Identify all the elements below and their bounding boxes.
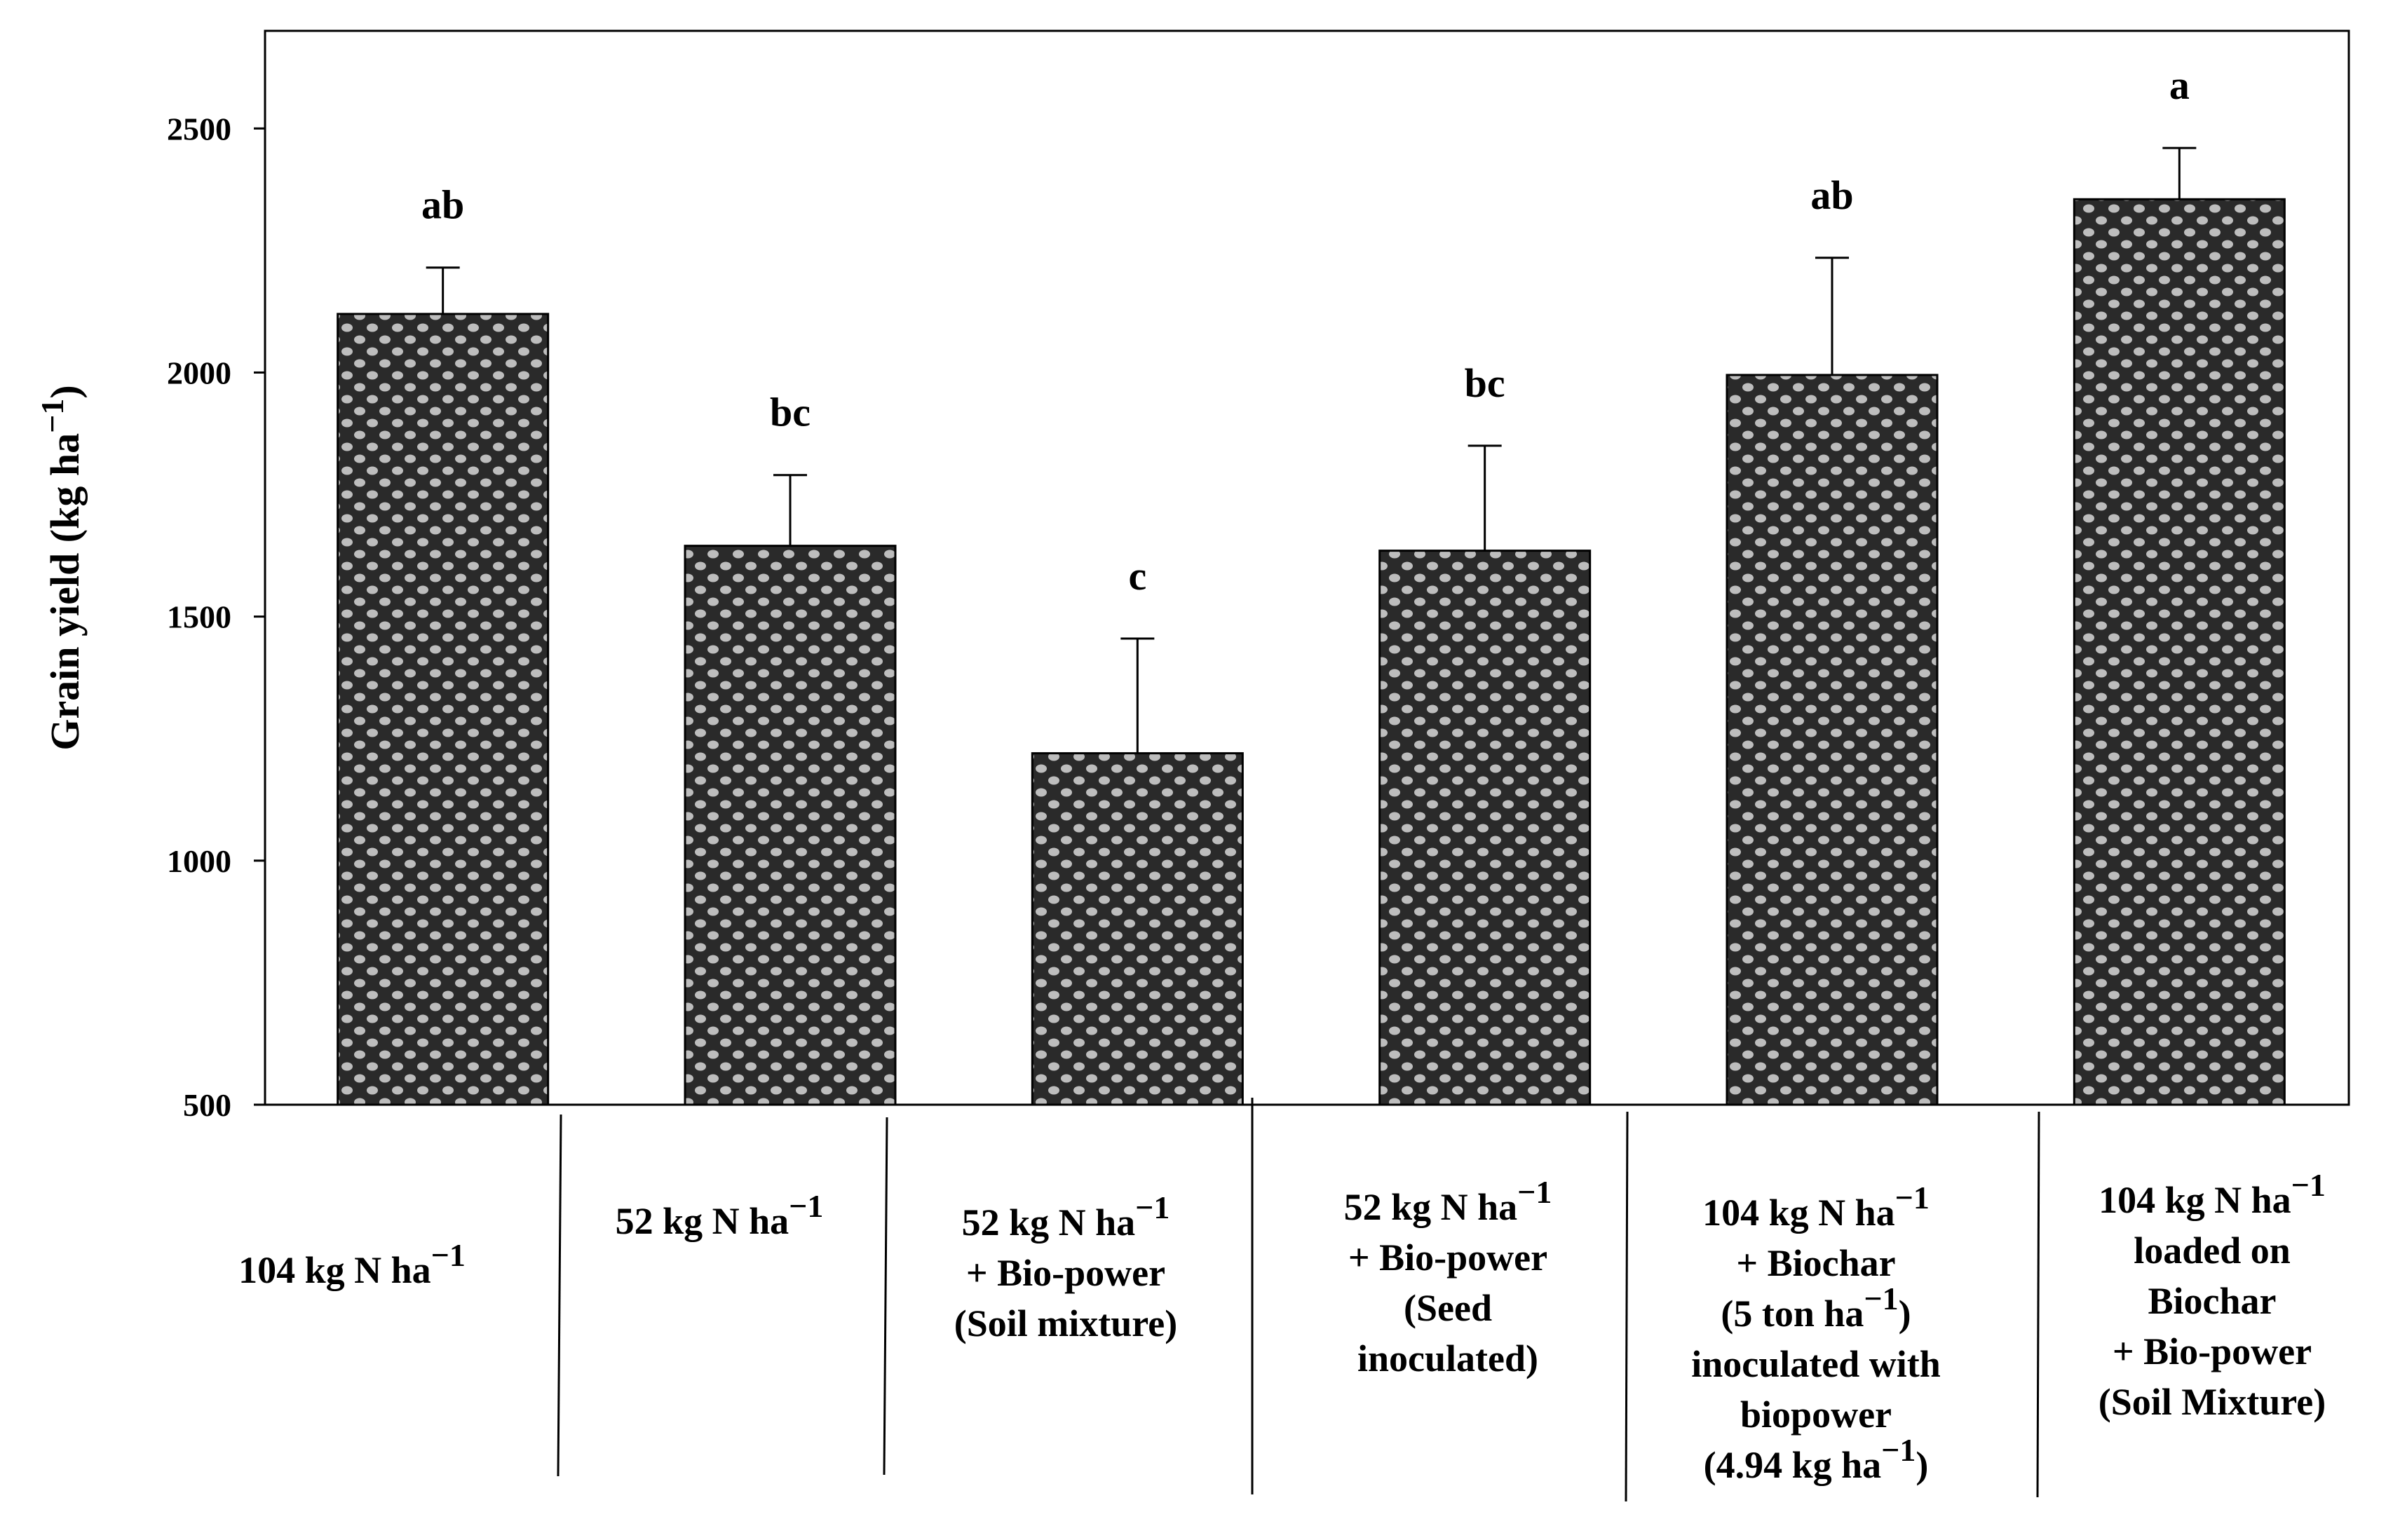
category-label-line: 104 kg N ha−1 [2099, 1167, 2326, 1221]
category-label-line: 52 kg N ha−1 [616, 1188, 824, 1242]
category-label-superscript: −1 [789, 1188, 823, 1224]
category-label-superscript: −1 [1517, 1174, 1552, 1210]
y-axis-title-superscript: −1 [34, 399, 70, 433]
category-separator [2036, 1111, 2040, 1498]
category-label-line: 52 kg N ha−1 [962, 1190, 1170, 1243]
category-label-superscript: −1 [431, 1237, 466, 1273]
significance-letter: ab [421, 182, 464, 228]
category-label-text: Biochar [2148, 1280, 2277, 1322]
category-separator [1625, 1111, 1629, 1502]
category-label-line: + Bio-power [1348, 1236, 1547, 1279]
category-labels: 104 kg N ha−152 kg N ha−1 52 kg N ha−1+ B… [238, 1167, 2326, 1486]
bar [1031, 752, 1244, 1106]
significance-letter: bc [1465, 360, 1505, 406]
y-axis-title-close: ) [42, 385, 88, 398]
category-label-text: inoculated with [1691, 1343, 1941, 1385]
category-label-superscript: −1 [1881, 1432, 1916, 1468]
category-label-text: (5 ton ha [1721, 1293, 1864, 1335]
category-label-text: + Bio-power [1348, 1236, 1547, 1279]
significance-letter: c [1128, 553, 1146, 599]
category-label-text: inoculated) [1357, 1337, 1538, 1379]
category-label-superscript: −1 [1135, 1190, 1170, 1225]
y-tick-label: 2000 [167, 355, 231, 390]
category-label-text: (Seed [1404, 1287, 1492, 1329]
category-label-line: (5 ton ha−1) [1721, 1281, 1911, 1335]
category-label-line: + Bio-power [2113, 1330, 2312, 1372]
category-label-line: (Soil mixture) [954, 1302, 1177, 1344]
category-label-text: 104 kg N ha [1702, 1192, 1895, 1234]
plot-frame [264, 29, 2350, 1106]
category-label-line: inoculated with [1691, 1343, 1941, 1385]
category-label-text: 52 kg N ha [962, 1201, 1136, 1243]
category-label-text: loaded on [2134, 1229, 2291, 1272]
significance-letter: ab [1810, 172, 1853, 218]
category-label-line: inoculated) [1357, 1337, 1538, 1379]
significance-letters: ab bc c bc ab a [421, 62, 2190, 599]
y-axis-title: Grain yield (kg ha−1) [34, 385, 88, 750]
category-label-line: Biochar [2148, 1280, 2277, 1322]
category-label-text: 52 kg N ha [1344, 1186, 1518, 1228]
category-label-line: (Soil Mixture) [2099, 1381, 2326, 1423]
category-label-text: 104 kg N ha [238, 1249, 431, 1291]
bar [337, 313, 550, 1106]
category-label-line: 104 kg N ha−1 [1702, 1180, 1930, 1234]
category-label-suffix: ) [1916, 1444, 1928, 1486]
category-label-text: + Bio-power [2113, 1330, 2312, 1372]
category-label-text: (4.94 kg ha [1704, 1444, 1882, 1486]
y-tick-label: 1000 [167, 843, 231, 879]
significance-letter: a [2169, 62, 2190, 108]
category-label-line: (4.94 kg ha−1) [1704, 1432, 1929, 1486]
category-label-line: + Biochar [1736, 1242, 1895, 1284]
category-label-suffix: ) [1899, 1293, 1911, 1335]
bars [337, 198, 2286, 1106]
y-tick-label: 1500 [167, 599, 231, 635]
category-label-text: + Bio-power [966, 1252, 1165, 1294]
category-separator [883, 1117, 888, 1476]
y-axis-title-main: Grain yield (kg ha [42, 433, 88, 751]
bar [1726, 374, 1939, 1106]
y-axis: 500 1000 1500 2000 2500 [167, 111, 265, 1123]
category-label-line: loaded on [2134, 1229, 2291, 1272]
category-label-superscript: −1 [1895, 1180, 1930, 1215]
category-label-line: biopower [1740, 1394, 1892, 1436]
category-label-text: 104 kg N ha [2099, 1179, 2291, 1221]
category-separators [557, 1098, 2040, 1502]
category-label-text: biopower [1740, 1394, 1892, 1436]
category-label-line: 104 kg N ha−1 [238, 1237, 466, 1291]
significance-letter: bc [770, 390, 811, 435]
bar [1378, 550, 1592, 1106]
category-label-line: + Bio-power [966, 1252, 1165, 1294]
category-label-superscript: −1 [2291, 1167, 2326, 1203]
category-label-text: 52 kg N ha [616, 1200, 789, 1242]
bar [2073, 198, 2286, 1106]
error-bars [426, 146, 2197, 754]
category-label-text: + Biochar [1736, 1242, 1895, 1284]
y-tick-label: 500 [183, 1087, 231, 1123]
category-label-text: (Soil mixture) [954, 1302, 1177, 1344]
category-separator [557, 1114, 562, 1477]
category-label-superscript: −1 [1864, 1281, 1898, 1316]
bar [684, 545, 897, 1106]
category-label-line: (Seed [1404, 1287, 1492, 1329]
y-tick-label: 2500 [167, 111, 231, 146]
category-label-line: 52 kg N ha−1 [1344, 1174, 1552, 1228]
category-label-text: (Soil Mixture) [2099, 1381, 2326, 1423]
